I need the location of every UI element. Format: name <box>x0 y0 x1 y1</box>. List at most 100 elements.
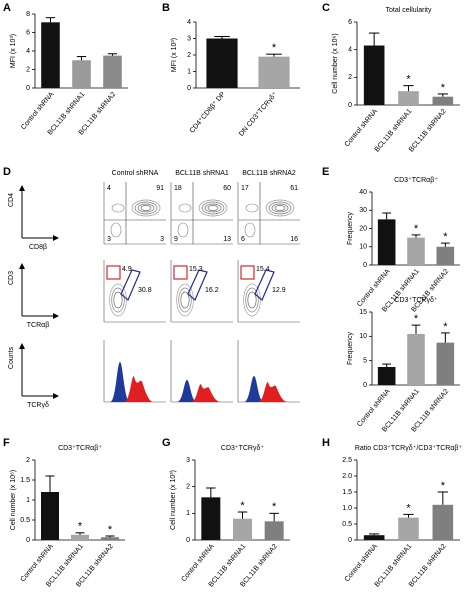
chart-title: Ratio CD3⁺TCRγδ⁺/CD3⁺TCRαβ⁺ <box>355 445 463 452</box>
error-bar <box>403 513 414 518</box>
error-bar <box>206 487 216 498</box>
x-axis-label: TCRαβ <box>27 322 49 329</box>
gate-tcrab <box>254 269 275 301</box>
y-tick-label: 2 <box>26 457 30 464</box>
x-tick-label: BCL11B shRNA1 <box>374 108 414 154</box>
contour <box>247 291 257 309</box>
y-tick-label: 1.0 <box>342 505 352 512</box>
panel-letter: C <box>322 2 330 14</box>
significance-star: * <box>108 524 113 536</box>
y-tick-label: 0 <box>363 262 367 269</box>
gate-cd3 <box>240 265 255 280</box>
bar <box>264 521 284 540</box>
significance-star: * <box>441 480 446 492</box>
contour <box>111 203 125 213</box>
histogram-tcrgd-neg <box>244 376 264 402</box>
significance-star: * <box>406 502 411 514</box>
y-tick-label: 1 <box>26 497 30 504</box>
error-bar <box>107 53 118 56</box>
y-axis-label: Frequency <box>347 211 354 245</box>
bar <box>436 246 455 265</box>
contour <box>243 283 261 317</box>
gate-cd3 <box>106 265 121 280</box>
bar <box>398 91 419 105</box>
bar <box>71 534 89 540</box>
panel-letter: B <box>162 2 170 14</box>
panel-letter: H <box>322 437 330 449</box>
gate-value: 4.9 <box>122 266 132 273</box>
bar <box>436 342 455 385</box>
x-tick-label: DN CD3⁺TCRγδ⁺ <box>238 91 279 138</box>
error-bar <box>269 512 279 522</box>
significance-star: * <box>443 231 448 243</box>
bar <box>103 55 122 88</box>
error-bar <box>437 93 448 97</box>
y-tick-label: 6 <box>348 19 352 26</box>
contour <box>244 222 256 238</box>
histogram-tcrgd-pos <box>191 384 221 402</box>
gate-value: 15.4 <box>256 266 270 273</box>
error-bar <box>214 36 230 39</box>
significance-star: * <box>441 82 446 94</box>
y-axis-label: MFI (x 10³) <box>171 38 178 72</box>
chart-title: CD3⁺TCRγδ⁺ <box>394 297 437 304</box>
gate-value: 16.2 <box>205 287 219 294</box>
contour <box>245 287 259 313</box>
y-tick-label: 0 <box>187 85 191 92</box>
histogram-tcrgd-neg <box>110 362 130 402</box>
contour <box>204 203 222 213</box>
contour <box>268 201 292 215</box>
y-tick-label: 4 <box>187 19 191 26</box>
quadrant-value: 16 <box>290 236 298 243</box>
x-tick-label: BCL11B shRNA1 <box>374 543 414 589</box>
contour <box>178 203 192 213</box>
y-tick-label: 0 <box>363 382 367 389</box>
contour <box>178 287 192 313</box>
contour <box>201 201 225 215</box>
y-axis-label: Cell number (x 10⁶) <box>332 33 339 93</box>
x-tick-label: CD4⁺CD8β⁺ DP <box>189 91 227 135</box>
gate-cd3 <box>173 265 188 280</box>
contour <box>140 205 152 211</box>
significance-star: * <box>414 223 419 235</box>
y-tick-label: 30 <box>359 207 367 214</box>
quadrant-value: 60 <box>223 185 231 192</box>
y-tick-label: 4 <box>26 48 30 55</box>
contour <box>110 222 122 238</box>
contour <box>180 291 190 309</box>
y-tick-label: 2 <box>26 66 30 73</box>
x-axis-label: CD8β <box>29 244 47 251</box>
significance-star: * <box>414 313 419 325</box>
y-axis-label: MFI (x 10³) <box>10 34 17 68</box>
quadrant-value: 9 <box>174 236 178 243</box>
error-bar <box>45 475 55 492</box>
error-bar <box>411 234 421 238</box>
bar <box>407 333 425 385</box>
error-bar <box>105 535 115 538</box>
histogram-tcrgd-pos <box>124 376 154 402</box>
error-bar <box>382 363 392 367</box>
error-bar <box>266 53 282 57</box>
panel-letter: G <box>162 437 171 449</box>
y-tick-label: 6 <box>26 29 30 36</box>
error-bar <box>403 85 414 92</box>
y-tick-label: 3 <box>186 457 190 464</box>
contour <box>207 205 219 211</box>
quadrant-value: 6 <box>241 236 245 243</box>
histogram-tcrgd-neg <box>177 380 197 402</box>
quadrant-value: 13 <box>223 236 231 243</box>
quadrant-value: 3 <box>160 236 164 243</box>
quadrant-value: 91 <box>156 185 164 192</box>
quadrant-value: 17 <box>241 185 249 192</box>
error-bar <box>237 511 248 519</box>
y-tick-label: 20 <box>359 225 367 232</box>
contour <box>265 199 295 217</box>
y-tick-label: 0 <box>186 537 190 544</box>
y-axis-label: CD4 <box>8 193 15 207</box>
gate-tcrab <box>120 269 141 301</box>
error-bar <box>369 32 380 46</box>
bar <box>432 96 454 105</box>
y-tick-label: 2.5 <box>342 457 352 464</box>
contour <box>134 201 158 215</box>
